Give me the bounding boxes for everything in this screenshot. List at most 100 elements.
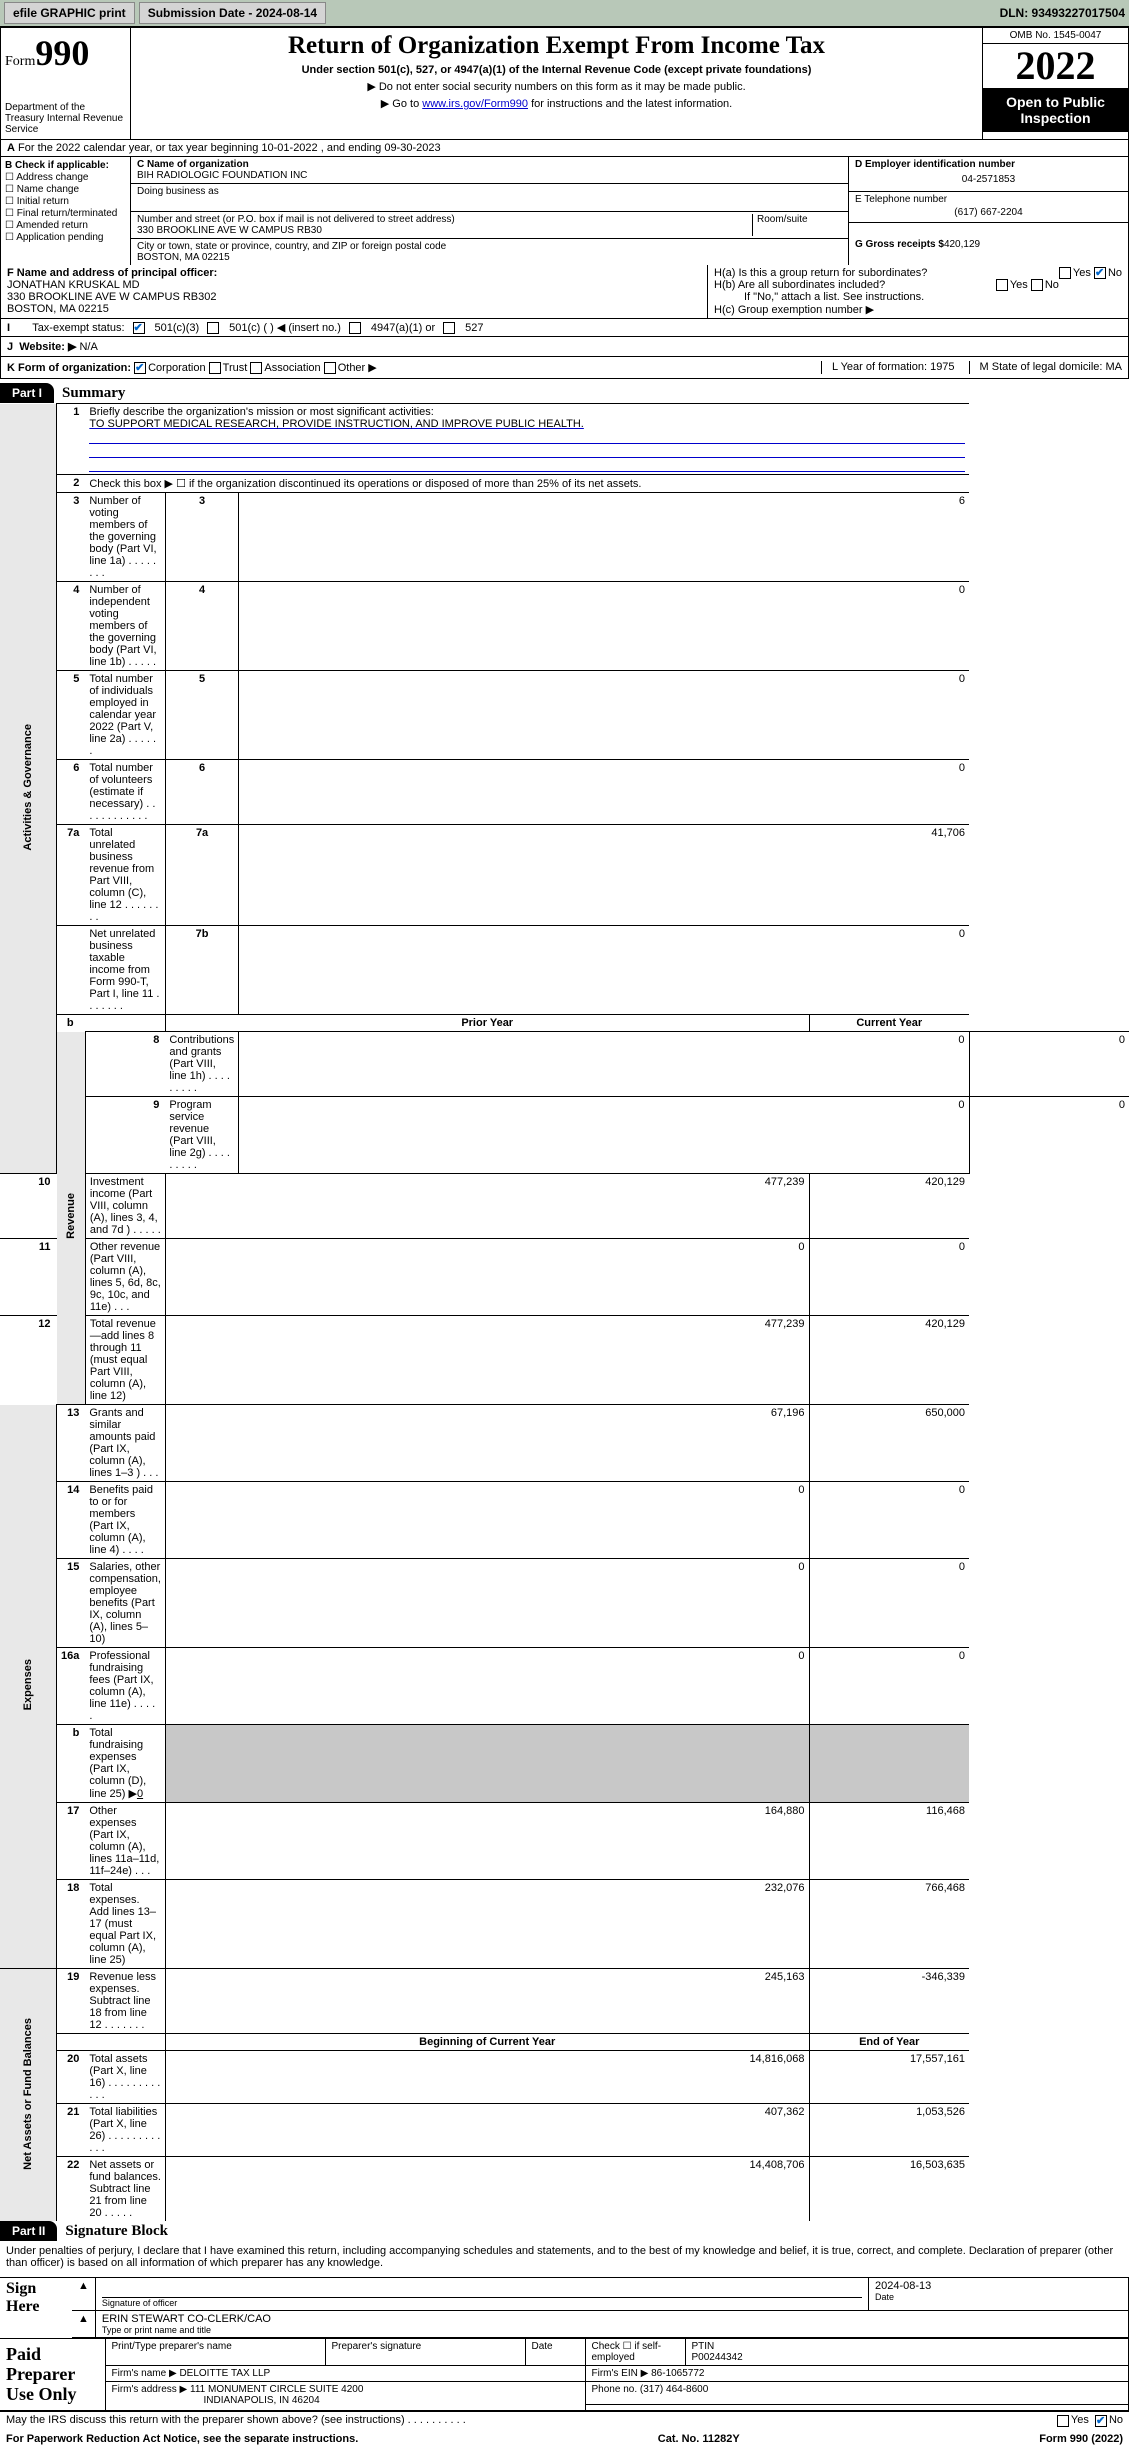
discuss-row: May the IRS discuss this return with the… [0,2411,1129,2428]
cb-address-change[interactable]: ☐ Address change [5,172,126,183]
sig-declaration: Under penalties of perjury, I declare th… [0,2243,1129,2271]
val-7a: 41,706 [239,825,969,926]
efile-print-button[interactable]: efile GRAPHIC print [4,2,135,24]
box-b-checkboxes: B Check if applicable: ☐ Address change … [1,157,131,265]
cb-trust[interactable] [209,362,221,374]
section-revenue: Revenue [57,1032,86,1405]
year-formation: L Year of formation: 1975 [821,361,955,374]
top-bar: efile GRAPHIC print Submission Date - 20… [0,0,1129,27]
firm-ein: 86-1065772 [651,2368,704,2379]
box-b-header: B Check if applicable: [5,160,126,171]
tax-year: 2022 [983,44,1128,88]
hb-no[interactable] [1031,279,1043,291]
section-netassets: Net Assets or Fund Balances [0,1969,57,2222]
part2-header: Part II Signature Block [0,2221,1129,2241]
form-ref: Form 990 (2022) [1039,2433,1123,2445]
ptin: P00244342 [692,2352,743,2363]
ha-yes[interactable] [1059,267,1071,279]
sig-date: 2024-08-13 [875,2280,1122,2292]
header-middle: Return of Organization Exempt From Incom… [131,28,983,139]
ha-no[interactable] [1094,267,1106,279]
line-2: Check this box ▶ ☐ if the organization d… [85,475,969,493]
sig-name: ERIN STEWART CO-CLERK/CAO [102,2313,1122,2325]
org-address: 330 BROOKLINE AVE W CAMPUS RB30 [137,225,752,236]
part2-title: Signature Block [65,2223,168,2240]
row-j-website: J Website: ▶ N/A [1,336,1128,356]
cb-501c[interactable] [207,322,219,334]
form-subtitle: Under section 501(c), 527, or 4947(a)(1)… [139,64,974,76]
tel-value: (617) 667-2204 [855,205,1122,220]
cb-other[interactable] [324,362,336,374]
form-header: Form990 Department of the Treasury Inter… [0,27,1129,140]
paid-preparer-table: Paid Preparer Use Only Print/Type prepar… [0,2338,1129,2411]
row-i-tax-status: I Tax-exempt status: 501(c)(3) 501(c) ( … [1,318,1128,336]
header-right: OMB No. 1545-0047 2022 Open to Public In… [983,28,1128,139]
part1-title: Summary [62,385,125,402]
sign-here-table: Sign Here ▲ Signature of officer 2024-08… [0,2277,1129,2338]
city-row: City or town, state or province, country… [131,239,848,265]
state-domicile: M State of legal domicile: MA [969,361,1122,374]
val-6: 0 [239,760,969,825]
cb-application[interactable]: ☐ Application pending [5,232,126,243]
mission-text: TO SUPPORT MEDICAL RESEARCH, PROVIDE INS… [89,418,583,430]
dept-label: Department of the Treasury Internal Reve… [5,102,126,135]
website-note: ▶ Go to www.irs.gov/Form990 for instruct… [139,97,974,110]
val-5: 0 [239,671,969,760]
part2-tab: Part II [0,2221,57,2241]
firm-addr1: 111 MONUMENT CIRCLE SUITE 4200 [190,2384,363,2395]
identity-grid: B Check if applicable: ☐ Address change … [0,157,1129,265]
hc-group-exemption: H(c) Group exemption number ▶ [714,303,1122,316]
box-f: F Name and address of principal officer:… [1,265,708,318]
line-a-tax-year: A For the 2022 calendar year, or tax yea… [0,140,1129,157]
cb-final-return[interactable]: ☐ Final return/terminated [5,208,126,219]
cb-527[interactable] [443,322,455,334]
ssn-note: ▶ Do not enter social security numbers o… [139,80,974,93]
firm-phone: (317) 464-8600 [640,2384,708,2395]
pra-notice: For Paperwork Reduction Act Notice, see … [6,2433,358,2445]
sign-here-label: Sign Here [0,2278,72,2338]
cb-corp[interactable] [134,362,146,374]
form-title: Return of Organization Exempt From Incom… [139,32,974,60]
submission-date-button[interactable]: Submission Date - 2024-08-14 [139,2,326,24]
form-number: Form990 [5,32,126,74]
website-value: N/A [79,341,97,353]
officer-addr: 330 BROOKLINE AVE W CAMPUS RB302 [7,291,216,303]
box-h: H(a) Is this a group return for subordin… [708,265,1128,318]
firm-name: DELOITTE TAX LLP [179,2368,270,2379]
firm-addr2: INDIANAPOLIS, IN 46204 [204,2395,320,2406]
open-to-public: Open to Public Inspection [983,88,1128,132]
ein-row: D Employer identification number 04-2571… [849,157,1128,192]
box-c-org: C Name of organization BIH RADIOLOGIC FO… [131,157,848,265]
addr-row: Number and street (or P.O. box if mail i… [131,212,848,239]
paid-preparer-label: Paid Preparer Use Only [0,2339,105,2411]
form-word: Form [5,54,35,69]
tel-row: E Telephone number (617) 667-2204 [849,192,1128,223]
dba-row: Doing business as [131,184,848,212]
officer-name: JONATHAN KRUSKAL MD [7,279,140,291]
fh-block: F Name and address of principal officer:… [0,265,1129,357]
box-de: D Employer identification number 04-2571… [848,157,1128,265]
header-left: Form990 Department of the Treasury Inter… [1,28,131,139]
section-activities: Activities & Governance [0,404,57,1174]
summary-table: Activities & Governance 1 Briefly descri… [0,403,1129,2221]
irs-link[interactable]: www.irs.gov/Form990 [422,98,528,110]
cat-no: Cat. No. 11282Y [358,2433,1039,2445]
org-name-row: C Name of organization BIH RADIOLOGIC FO… [131,157,848,184]
hb-yes[interactable] [996,279,1008,291]
cb-name-change[interactable]: ☐ Name change [5,184,126,195]
officer-city: BOSTON, MA 02215 [7,303,109,315]
omb-number: OMB No. 1545-0047 [983,28,1128,44]
section-expenses: Expenses [0,1405,57,1969]
part1-tab: Part I [0,383,54,403]
part1-header: Part I Summary [0,383,1129,403]
cb-501c3[interactable] [133,322,145,334]
val-7b: 0 [239,926,969,1015]
org-city: BOSTON, MA 02215 [137,252,842,263]
cb-4947[interactable] [349,322,361,334]
cb-amended[interactable]: ☐ Amended return [5,220,126,231]
discuss-yes[interactable] [1057,2415,1069,2427]
cb-assoc[interactable] [250,362,262,374]
discuss-no[interactable] [1095,2415,1107,2427]
ein-value: 04-2571853 [855,170,1122,189]
cb-initial-return[interactable]: ☐ Initial return [5,196,126,207]
